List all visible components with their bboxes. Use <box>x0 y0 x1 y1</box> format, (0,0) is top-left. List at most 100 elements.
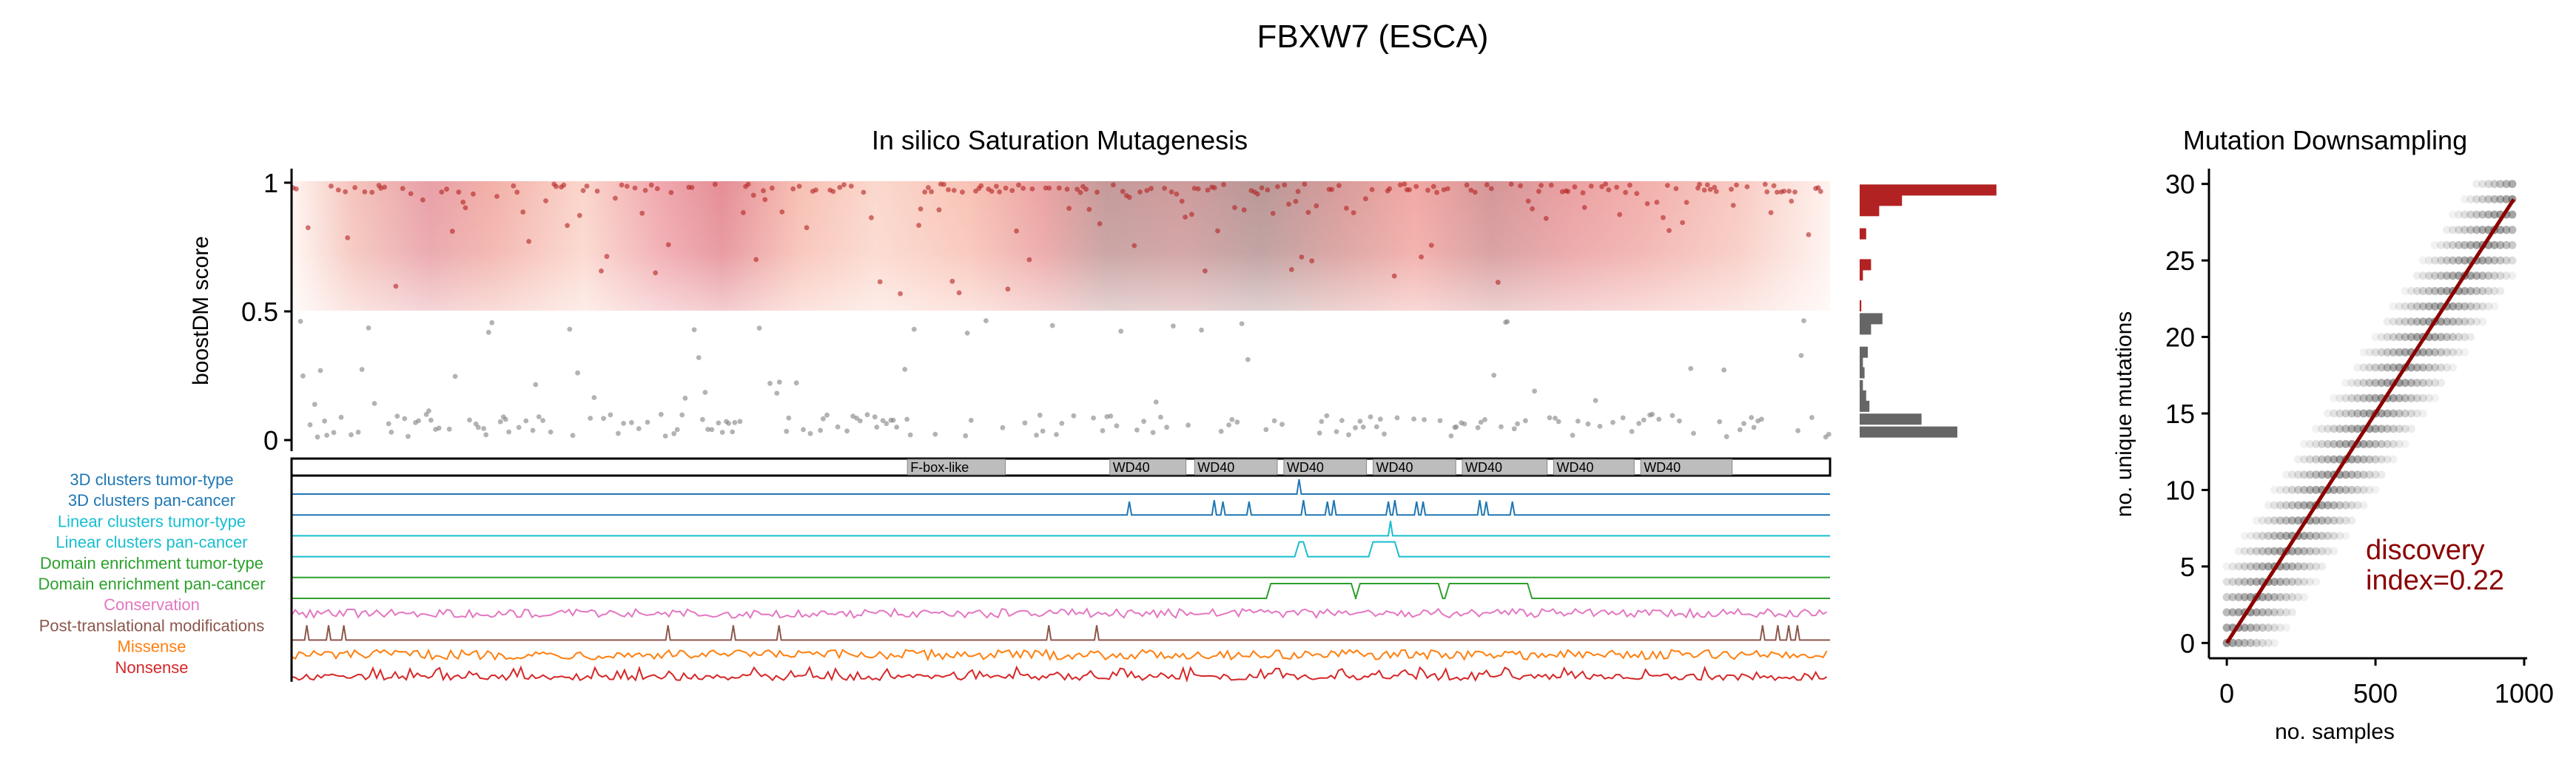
passenger-point <box>1226 422 1231 428</box>
passenger-point <box>1759 416 1764 422</box>
driver-point <box>1644 201 1650 206</box>
driver-point <box>1056 185 1062 191</box>
downsampling-point <box>2496 226 2505 234</box>
driver-point <box>1634 191 1640 196</box>
downsampling-point <box>2412 271 2421 280</box>
passenger-point <box>1795 428 1801 433</box>
downsampling-point <box>2324 501 2333 510</box>
passenger-point <box>1229 416 1235 422</box>
ds-y-tick-label: 5 <box>2180 552 2195 582</box>
downsampling-point <box>2424 302 2433 311</box>
passenger-point <box>540 418 545 423</box>
driver-point <box>1543 216 1549 221</box>
passenger-point <box>774 391 780 396</box>
downsampling-point <box>2258 532 2267 540</box>
downsampling-point <box>2347 379 2356 388</box>
downsampling-point <box>2240 592 2249 601</box>
downsampling-point <box>2353 363 2362 372</box>
downsampling-point <box>2484 287 2493 295</box>
passenger-point <box>359 367 365 372</box>
passenger-point <box>1022 420 1028 426</box>
downsampling-point <box>2443 287 2451 295</box>
downsampling-point <box>2300 532 2309 540</box>
downsampling-point <box>2335 516 2344 525</box>
downsampling-point <box>2318 455 2327 464</box>
domain-label: WD40 <box>1465 460 1502 475</box>
passenger-point <box>682 395 688 401</box>
passenger-point <box>671 430 677 436</box>
downsampling-point <box>2276 501 2284 510</box>
downsampling-point <box>2335 532 2344 540</box>
track-line <box>292 500 1830 516</box>
passenger-point <box>786 415 792 421</box>
downsampling-point <box>2383 409 2392 418</box>
feature-tracks <box>290 459 1830 683</box>
ds-x-axis-label: no. samples <box>2275 720 2395 744</box>
downsampling-point <box>2264 624 2273 632</box>
saturation-panel: In silico Saturation Mutagenesis boostDM… <box>38 125 1997 683</box>
domain-box <box>1373 459 1456 476</box>
downsampling-point <box>2341 409 2350 418</box>
downsampling-point <box>2371 333 2380 342</box>
histogram-passenger-bar <box>1860 357 1863 368</box>
passenger-point <box>322 418 327 424</box>
passenger-point <box>1000 425 1006 430</box>
driver-point <box>1697 181 1702 187</box>
driver-point <box>804 225 810 231</box>
downsampling-point <box>2294 485 2303 494</box>
passenger-point <box>1741 421 1746 427</box>
driver-point <box>1295 189 1301 195</box>
downsampling-point <box>2252 547 2261 555</box>
passenger-point <box>371 401 377 406</box>
driver-point <box>1565 189 1571 195</box>
driver-point <box>1712 184 1718 190</box>
downsampling-point <box>2377 379 2386 388</box>
downsampling-point <box>2478 287 2487 295</box>
downsampling-point <box>2508 226 2517 234</box>
passenger-point <box>355 430 361 435</box>
downsampling-point <box>2300 485 2309 494</box>
downsampling-point <box>2318 532 2327 540</box>
passenger-point <box>386 421 391 427</box>
downsampling-point <box>2461 226 2469 234</box>
downsampling-point <box>2365 455 2374 464</box>
passenger-point <box>489 320 495 325</box>
driver-point <box>1667 228 1672 233</box>
passenger-point <box>1691 430 1696 436</box>
downsampling-point <box>2502 226 2511 234</box>
downsampling-point <box>2478 180 2487 189</box>
passenger-point <box>807 430 813 436</box>
downsampling-point <box>2270 516 2279 525</box>
downsampling-point <box>2430 363 2439 372</box>
downsampling-point <box>2383 439 2392 448</box>
downsampling-point <box>2300 578 2309 587</box>
passenger-point <box>1153 399 1159 405</box>
passenger-point <box>1118 328 1124 334</box>
passenger-point <box>1339 418 1345 423</box>
downsampling-point <box>2330 532 2338 540</box>
downsampling-point <box>2430 256 2439 265</box>
downsampling-point <box>2490 287 2499 295</box>
driver-point <box>1603 181 1609 187</box>
downsampling-point <box>2240 547 2249 555</box>
histogram-driver-bar <box>1860 184 1997 196</box>
driver-band-fade <box>292 181 1830 311</box>
downsampling-point <box>2324 439 2333 448</box>
passenger-point <box>406 433 411 439</box>
downsampling-point <box>2484 210 2493 219</box>
downsampling-point <box>2466 287 2475 295</box>
downsampling-point <box>2359 363 2368 372</box>
domain-box <box>1109 459 1187 476</box>
passenger-point <box>1134 428 1140 433</box>
driver-point <box>1305 209 1311 215</box>
driver-point <box>922 189 928 195</box>
downsampling-point <box>2258 547 2267 555</box>
driver-point <box>1771 183 1777 189</box>
downsampling-point <box>2437 271 2445 280</box>
driver-point <box>1518 183 1524 189</box>
passenger-point <box>1071 413 1077 419</box>
downsampling-point <box>2228 562 2237 571</box>
downsampling-point <box>2466 302 2475 311</box>
passenger-point <box>1801 318 1806 323</box>
driver-point <box>1425 187 1430 193</box>
